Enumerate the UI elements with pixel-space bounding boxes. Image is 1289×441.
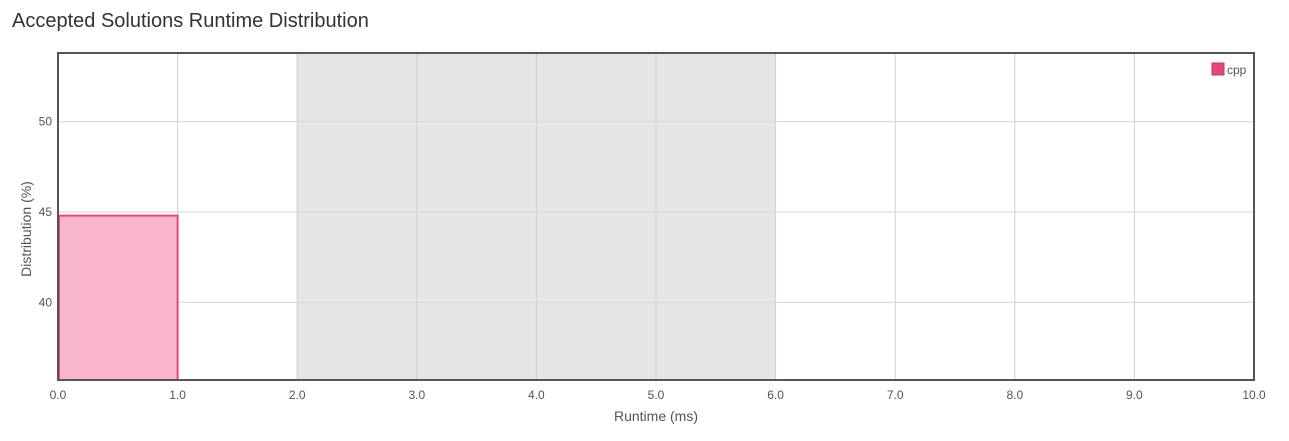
x-tick-label: 1.0 xyxy=(169,388,186,402)
x-tick-label: 8.0 xyxy=(1006,388,1023,402)
legend-label-cpp: cpp xyxy=(1227,63,1247,77)
y-tick-labels: 40 45 50 xyxy=(39,115,53,310)
plot-frame xyxy=(57,52,1255,381)
x-tick-labels: 0.0 1.0 2.0 3.0 4.0 5.0 6.0 7.0 8.0 9.0 10.0 xyxy=(50,388,1266,402)
page-title: Accepted Solutions Runtime Distribution xyxy=(12,10,369,32)
x-tick-label: 2.0 xyxy=(289,388,306,402)
y-tick-label: 45 xyxy=(39,205,53,219)
grid-layer xyxy=(58,53,1254,380)
y-tick-label: 50 xyxy=(39,115,53,129)
x-tick-label: 3.0 xyxy=(408,388,425,402)
bar-layer xyxy=(58,214,179,381)
x-tick-label: 6.0 xyxy=(767,388,784,402)
x-tick-label: 7.0 xyxy=(887,388,904,402)
x-tick-label: 9.0 xyxy=(1126,388,1143,402)
legend: cpp xyxy=(1211,62,1247,77)
y-axis-label: Distribution (%) xyxy=(18,181,34,277)
y-tick-label: 40 xyxy=(39,295,53,309)
x-tick-label: 10.0 xyxy=(1242,388,1266,402)
x-axis-label: Runtime (ms) xyxy=(614,408,698,424)
x-tick-label: 5.0 xyxy=(648,388,665,402)
x-tick-label: 0.0 xyxy=(50,388,67,402)
legend-swatch-cpp xyxy=(1211,62,1225,76)
x-tick-label: 4.0 xyxy=(528,388,545,402)
bar-cpp xyxy=(58,214,179,381)
